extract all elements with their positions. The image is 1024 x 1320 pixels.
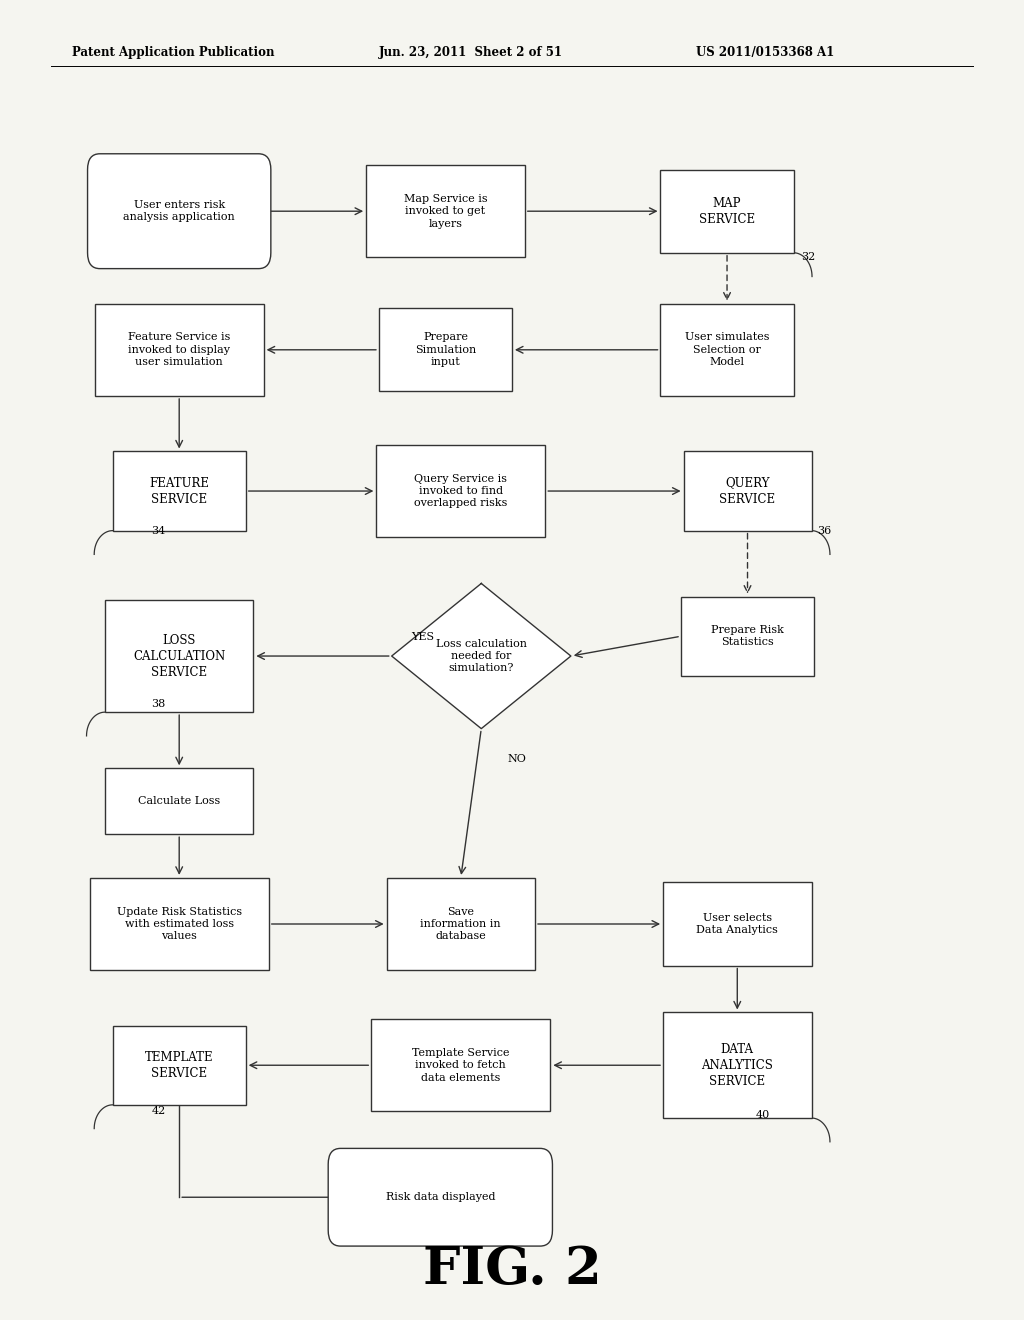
Bar — [113, 1026, 246, 1105]
Text: YES: YES — [411, 632, 434, 643]
Text: Prepare
Simulation
input: Prepare Simulation input — [415, 333, 476, 367]
Text: User simulates
Selection or
Model: User simulates Selection or Model — [685, 333, 769, 367]
Text: DATA
ANALYTICS
SERVICE: DATA ANALYTICS SERVICE — [701, 1043, 773, 1088]
Text: LOSS
CALCULATION
SERVICE: LOSS CALCULATION SERVICE — [133, 634, 225, 678]
FancyBboxPatch shape — [328, 1148, 553, 1246]
Text: Map Service is
invoked to get
layers: Map Service is invoked to get layers — [403, 194, 487, 228]
Text: Calculate Loss: Calculate Loss — [138, 796, 220, 807]
Text: Prepare Risk
Statistics: Prepare Risk Statistics — [711, 626, 784, 647]
Text: FEATURE
SERVICE: FEATURE SERVICE — [150, 477, 209, 506]
Text: Feature Service is
invoked to display
user simulation: Feature Service is invoked to display us… — [128, 333, 230, 367]
Bar — [113, 451, 246, 531]
Bar — [104, 599, 254, 713]
Text: NO: NO — [508, 754, 526, 764]
Text: Jun. 23, 2011  Sheet 2 of 51: Jun. 23, 2011 Sheet 2 of 51 — [379, 46, 563, 59]
Bar — [664, 1012, 811, 1118]
Text: 32: 32 — [801, 252, 815, 263]
Bar — [90, 878, 268, 970]
FancyBboxPatch shape — [87, 153, 270, 269]
Text: Template Service
invoked to fetch
data elements: Template Service invoked to fetch data e… — [412, 1048, 510, 1082]
Polygon shape — [391, 583, 571, 729]
Bar — [387, 878, 535, 970]
Text: 42: 42 — [152, 1106, 166, 1117]
Text: 38: 38 — [152, 698, 166, 709]
Text: User selects
Data Analytics: User selects Data Analytics — [696, 913, 778, 935]
Text: Patent Application Publication: Patent Application Publication — [72, 46, 274, 59]
Text: User enters risk
analysis application: User enters risk analysis application — [123, 201, 236, 222]
Bar — [104, 768, 254, 834]
Bar — [684, 451, 811, 531]
Bar — [664, 883, 811, 966]
Text: Risk data displayed: Risk data displayed — [386, 1192, 495, 1203]
Text: FIG. 2: FIG. 2 — [423, 1245, 601, 1295]
Text: Loss calculation
needed for
simulation?: Loss calculation needed for simulation? — [436, 639, 526, 673]
Bar — [372, 1019, 551, 1111]
Text: QUERY
SERVICE: QUERY SERVICE — [720, 477, 775, 506]
Bar — [377, 445, 545, 537]
Bar — [681, 597, 814, 676]
Bar — [367, 165, 524, 257]
Text: US 2011/0153368 A1: US 2011/0153368 A1 — [696, 46, 835, 59]
Text: 40: 40 — [756, 1110, 770, 1121]
Bar — [94, 304, 264, 396]
Bar — [379, 309, 512, 391]
Text: Save
information in
database: Save information in database — [421, 907, 501, 941]
Text: Query Service is
invoked to find
overlapped risks: Query Service is invoked to find overlap… — [414, 474, 508, 508]
Text: Update Risk Statistics
with estimated loss
values: Update Risk Statistics with estimated lo… — [117, 907, 242, 941]
Text: 36: 36 — [817, 525, 831, 536]
Text: TEMPLATE
SERVICE: TEMPLATE SERVICE — [144, 1051, 214, 1080]
Text: MAP
SERVICE: MAP SERVICE — [699, 197, 755, 226]
Text: 34: 34 — [152, 525, 166, 536]
Bar — [660, 304, 794, 396]
Bar — [660, 170, 794, 253]
